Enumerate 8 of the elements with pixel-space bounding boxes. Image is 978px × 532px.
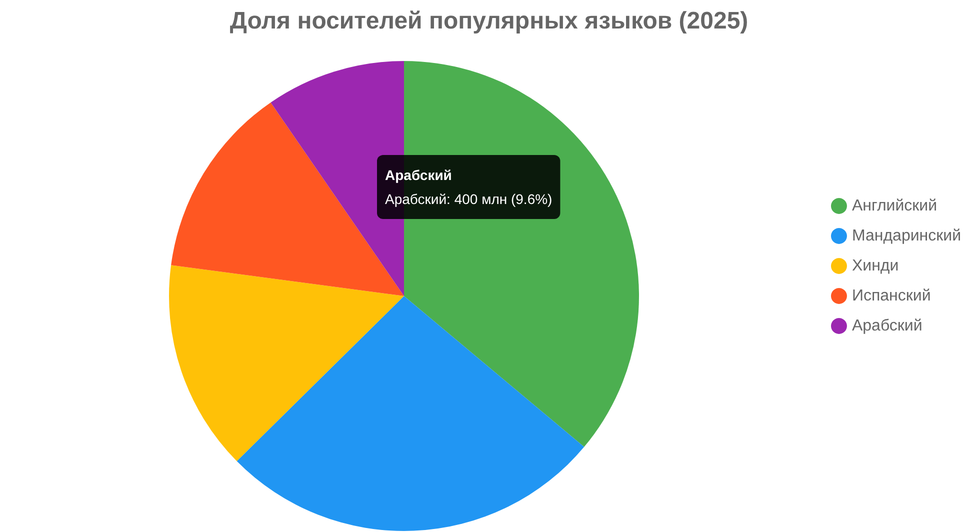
legend-label: Английский xyxy=(852,198,938,214)
text: Арабский xyxy=(385,167,452,183)
legend-label: Хинди xyxy=(852,258,899,274)
text: Арабский: 400 млн (9.6%) xyxy=(385,191,552,207)
legend-label: Арабский xyxy=(852,318,922,334)
legend-label: Испанский xyxy=(852,288,931,304)
chart-title: Доля носителей популярных языков (2025) xyxy=(230,8,748,34)
legend-label: Мандаринский xyxy=(852,228,962,244)
